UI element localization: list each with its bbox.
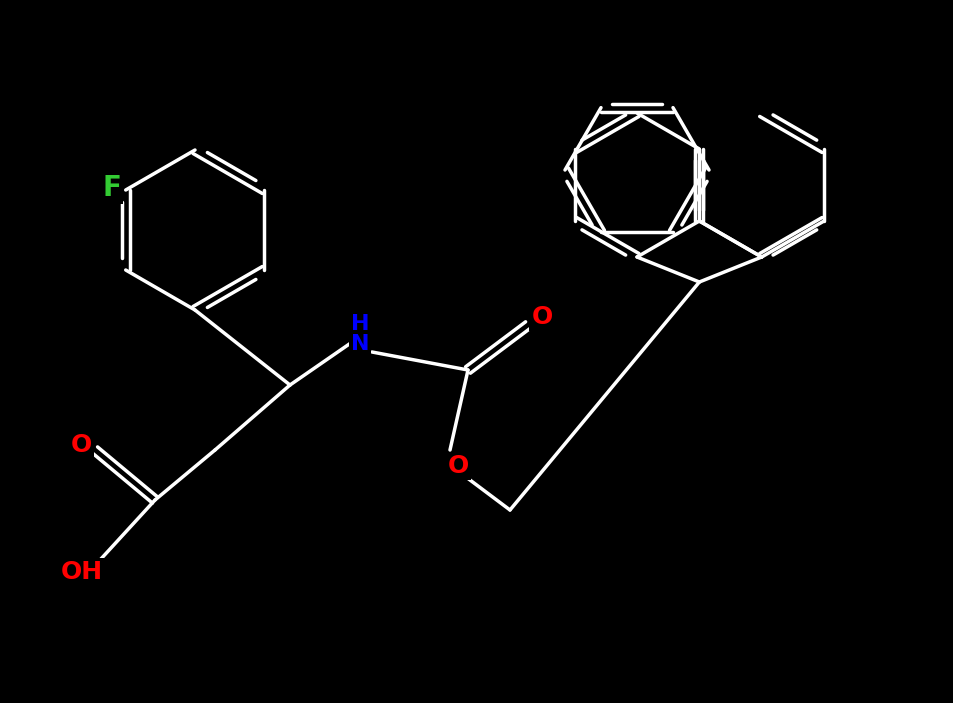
Text: N: N (351, 334, 369, 354)
Text: O: O (71, 433, 91, 457)
Text: F: F (102, 174, 121, 202)
Text: O: O (447, 454, 468, 478)
Text: OH: OH (61, 560, 103, 584)
Text: O: O (531, 305, 552, 329)
Text: H: H (351, 314, 369, 334)
